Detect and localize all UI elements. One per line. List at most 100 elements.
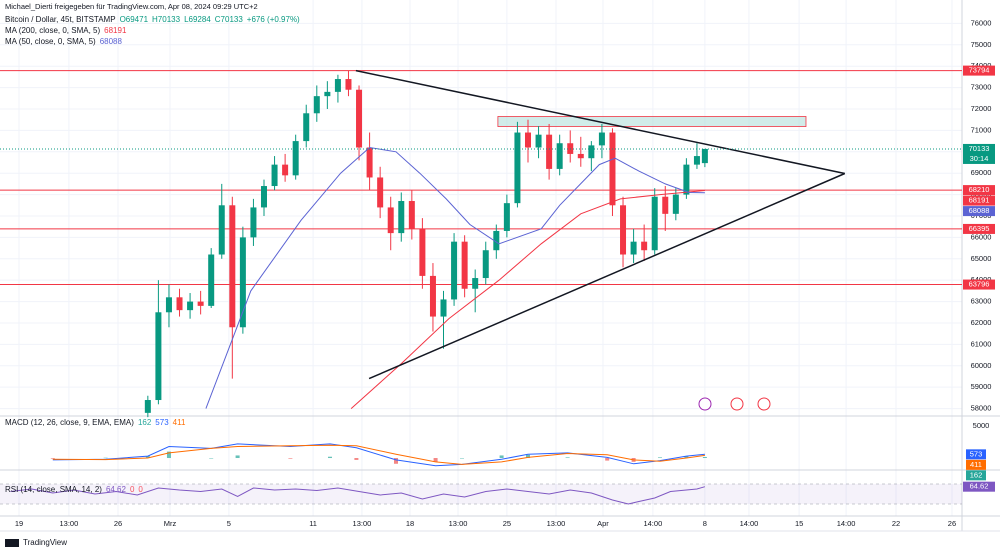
zone bbox=[497, 116, 807, 127]
candle-body bbox=[398, 201, 405, 234]
change: +676 (+0.97%) bbox=[247, 15, 300, 24]
macd-tag bbox=[966, 470, 986, 481]
macd-histogram-bar bbox=[565, 457, 570, 459]
macd-histogram-bar bbox=[50, 458, 55, 459]
price-tag-label: 70133 bbox=[969, 144, 990, 153]
price-tag-label: 68210 bbox=[969, 185, 990, 194]
open: O69471 bbox=[120, 15, 149, 24]
candle-body bbox=[546, 134, 553, 169]
x-tick-label: 18 bbox=[406, 519, 414, 528]
candle-body bbox=[208, 254, 215, 306]
legend-item: MACD (12, 26, close, 9, EMA, EMA) bbox=[5, 418, 134, 427]
candle-body bbox=[482, 250, 489, 279]
candle-body bbox=[271, 164, 278, 187]
rsi-line bbox=[10, 486, 706, 505]
macd-histogram-bar bbox=[166, 451, 171, 459]
candle-body bbox=[493, 230, 500, 251]
x-tick-label: 14:00 bbox=[837, 519, 856, 528]
candle-body bbox=[535, 134, 542, 148]
candle-body bbox=[556, 143, 563, 169]
trendline bbox=[355, 69, 845, 175]
price-tag-label: 73794 bbox=[969, 66, 990, 75]
y-tick-label: 66000 bbox=[971, 232, 992, 241]
price-tag-label: 66395 bbox=[969, 224, 990, 233]
candle-body bbox=[429, 275, 436, 317]
candle-body bbox=[356, 89, 363, 148]
candle-body bbox=[683, 164, 690, 195]
x-tick-label: 14:00 bbox=[740, 519, 759, 528]
y-tick-label: 58000 bbox=[971, 404, 992, 413]
candle-body bbox=[451, 241, 458, 300]
macd-tag bbox=[966, 449, 986, 460]
price-tag-label: 63796 bbox=[969, 280, 990, 289]
x-tick-label: 15 bbox=[795, 519, 803, 528]
y-tick-label: 61000 bbox=[971, 339, 992, 348]
candle-body bbox=[387, 207, 394, 234]
legend-item: 411 bbox=[173, 418, 186, 427]
legend-item: 573 bbox=[155, 418, 169, 427]
symbol-line: Bitcoin / Dollar, 45t, BITSTAMP O69471 H70… bbox=[5, 15, 300, 24]
y-tick-label: 60000 bbox=[971, 361, 992, 370]
legend-item: 0 bbox=[138, 485, 143, 494]
candle-body bbox=[693, 156, 700, 165]
macd-histogram-bar bbox=[288, 458, 293, 459]
candle-body bbox=[620, 205, 627, 255]
moving-average bbox=[205, 146, 705, 409]
macd-histogram-bar bbox=[657, 457, 662, 459]
legend-entry: MA (50, close, 0, SMA, 5) 68088 bbox=[5, 37, 123, 46]
y-tick-label: 69000 bbox=[971, 168, 992, 177]
brand-logo[interactable] bbox=[5, 539, 19, 547]
y-tick-label: 62000 bbox=[971, 318, 992, 327]
candle-body bbox=[345, 79, 352, 90]
trendline bbox=[368, 172, 846, 380]
y-tick-label: 59000 bbox=[971, 382, 992, 391]
legend-item: 162 bbox=[138, 418, 152, 427]
brand[interactable]: TradingView bbox=[23, 538, 67, 547]
event-icon[interactable] bbox=[757, 397, 771, 411]
x-tick-label: Mrz bbox=[164, 519, 177, 528]
candle-body bbox=[662, 196, 669, 214]
event-icon[interactable] bbox=[730, 397, 744, 411]
candle-body bbox=[187, 301, 194, 311]
x-tick-label: 26 bbox=[948, 519, 956, 528]
price-tag bbox=[963, 206, 995, 217]
macd-histogram-bar bbox=[684, 456, 689, 459]
macd-histogram-bar bbox=[145, 456, 150, 459]
candle-body bbox=[155, 312, 162, 401]
event-icon[interactable] bbox=[698, 397, 712, 411]
macd-histogram-bar bbox=[605, 458, 610, 461]
candle-body bbox=[577, 153, 584, 159]
legend-item: 68191 bbox=[104, 26, 127, 35]
event-icons bbox=[698, 397, 771, 411]
legend-item: MA (50, close, 0, SMA, 5) bbox=[5, 37, 96, 46]
x-tick-label: 19 bbox=[15, 519, 23, 528]
price-tag-label: 68191 bbox=[969, 196, 990, 205]
low: L69284 bbox=[184, 15, 211, 24]
candle-body bbox=[408, 201, 415, 229]
candle-body bbox=[651, 196, 658, 251]
candle-body bbox=[197, 301, 204, 306]
x-tick-label: Apr bbox=[597, 519, 609, 528]
macd-histogram-bar bbox=[393, 458, 398, 464]
candle-body bbox=[239, 237, 246, 328]
rsi-tag-label: 64.62 bbox=[970, 482, 989, 491]
price-tag bbox=[963, 223, 995, 234]
rsi-band bbox=[0, 484, 962, 504]
candle-body bbox=[609, 132, 616, 206]
macd-tag-label: 573 bbox=[970, 449, 983, 458]
legend-item: 0 bbox=[130, 485, 135, 494]
legend-entry: RSI (14, close, SMA, 14, 2) 64.62 0 0 bbox=[5, 485, 143, 494]
x-tick-label: 13:00 bbox=[547, 519, 566, 528]
y-tick-label: 5000 bbox=[973, 421, 990, 430]
signal-line bbox=[52, 444, 705, 465]
macd-histogram-bar bbox=[235, 455, 240, 459]
macd-tag-label: 411 bbox=[970, 460, 982, 469]
macd-tag-label: 162 bbox=[970, 470, 983, 479]
candle-body bbox=[630, 241, 637, 255]
x-tick-label: 13:00 bbox=[353, 519, 372, 528]
legend-entry: MA (200, close, 0, SMA, 5) 68191 bbox=[5, 26, 127, 35]
macd-histogram-bar bbox=[103, 457, 108, 459]
